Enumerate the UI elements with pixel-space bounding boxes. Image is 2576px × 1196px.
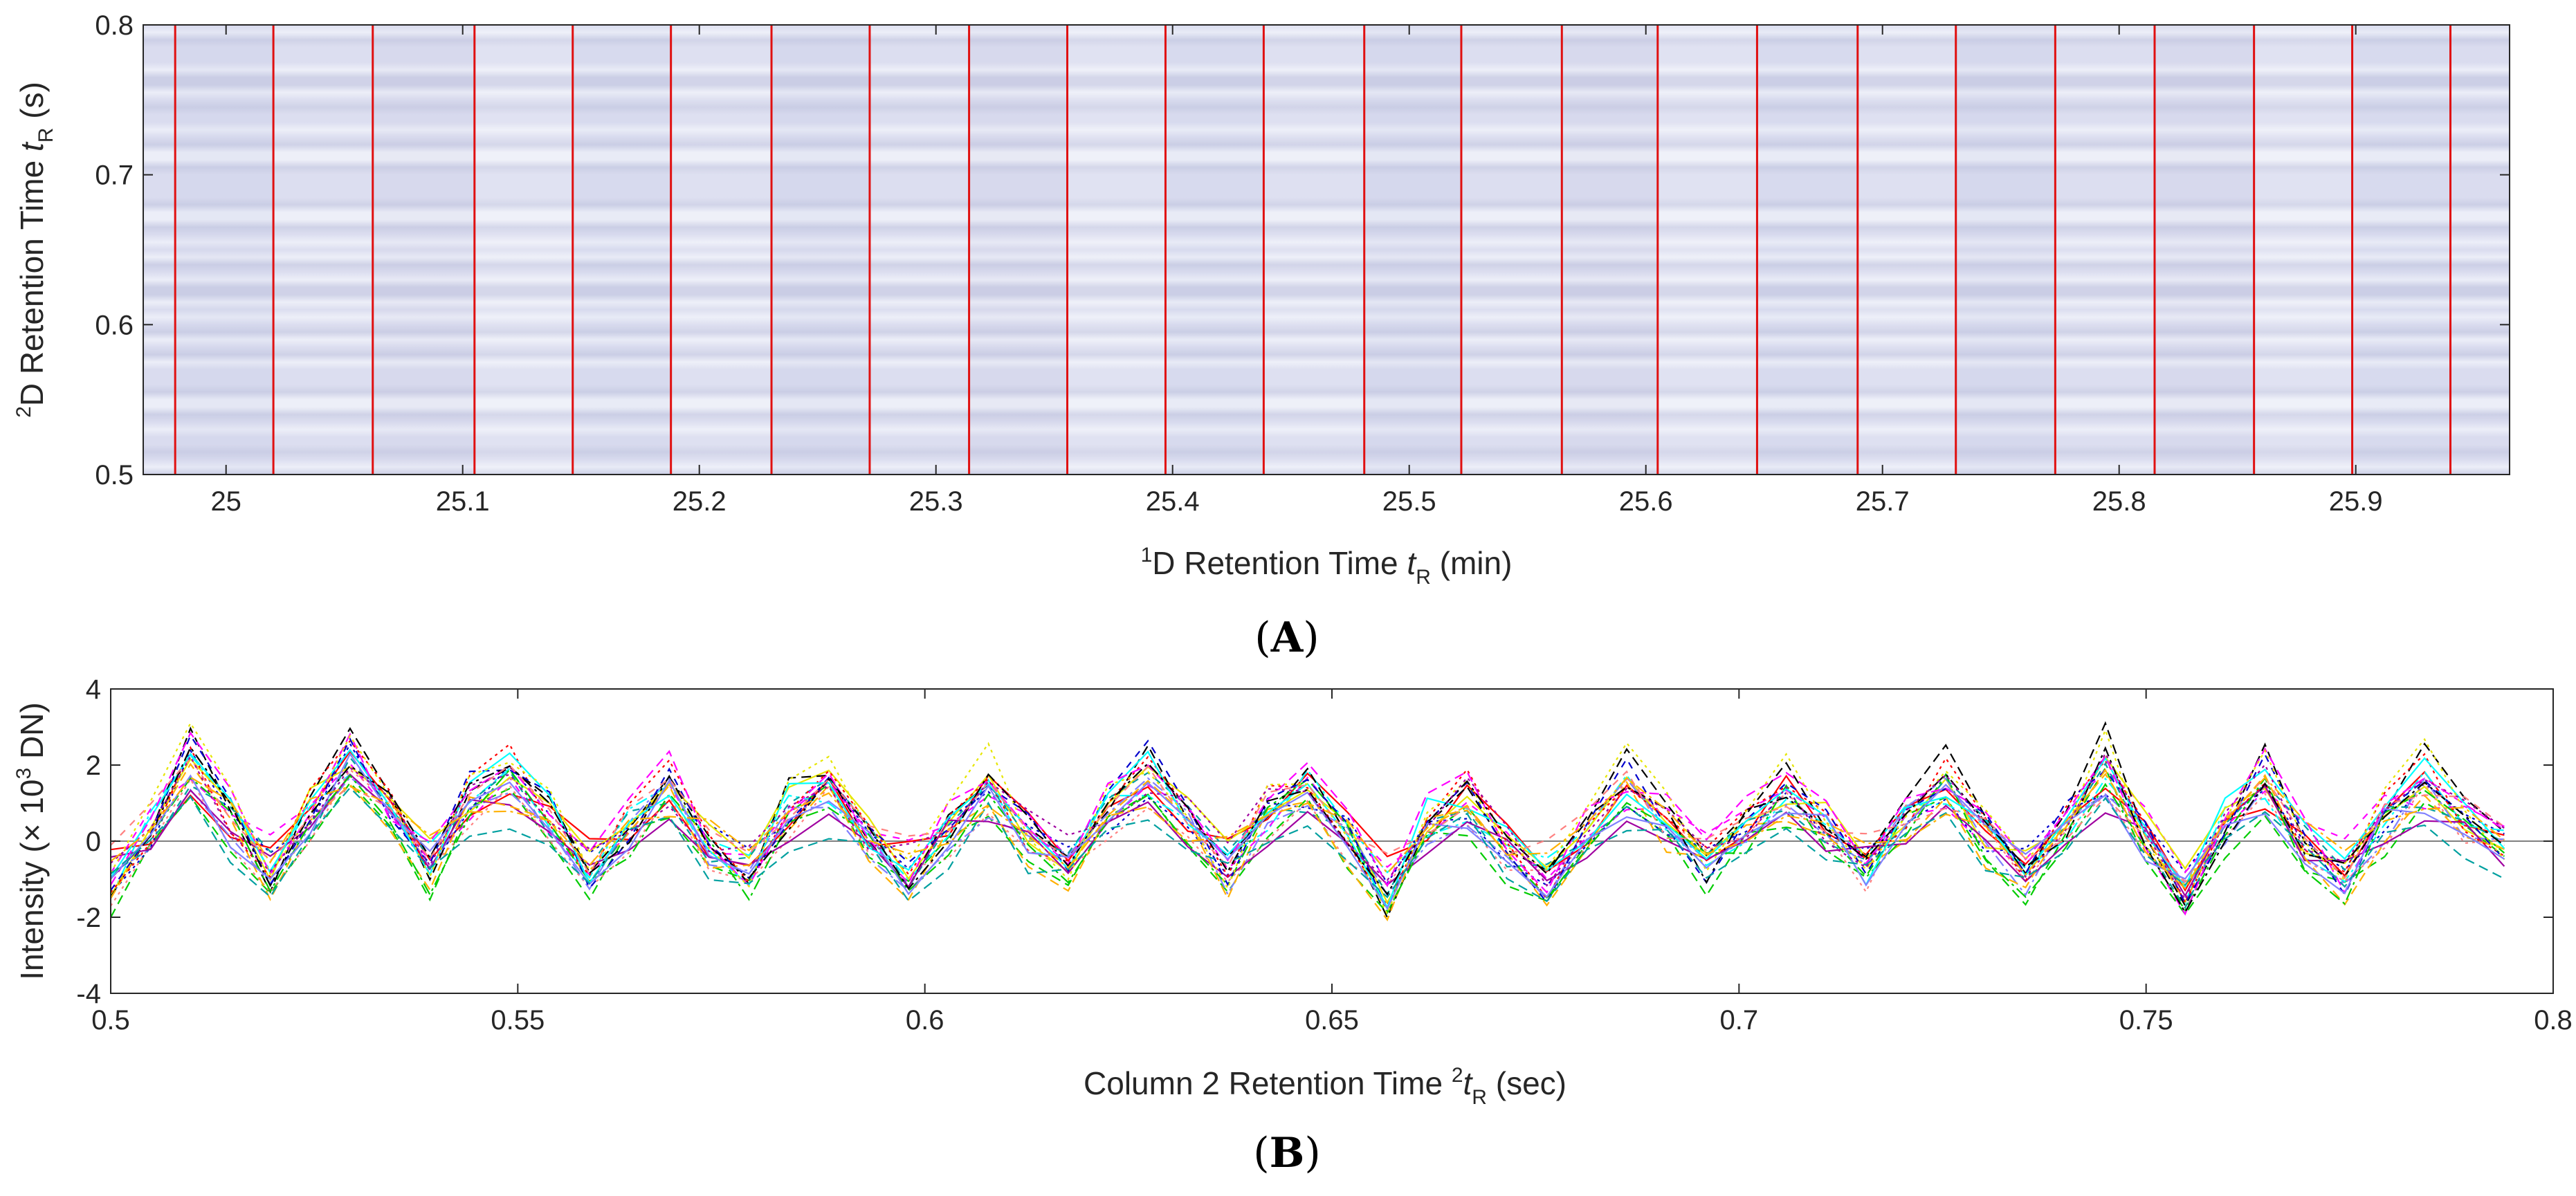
heatmap-column — [670, 25, 772, 475]
x-tick-label-a: 25.4 — [1146, 486, 1200, 517]
intensity-trace — [111, 766, 2505, 918]
heatmap-column — [1955, 25, 2056, 475]
y-tick-label-a: 0.8 — [95, 10, 134, 41]
intensity-trace — [111, 776, 2505, 901]
x-tick-label-a: 25.3 — [909, 486, 963, 517]
intensity-trace — [111, 752, 2505, 910]
heatmap-column — [175, 25, 274, 475]
y-axis-label-a: 2D Retention Time tR (s) — [12, 82, 57, 418]
x-tick-label-a: 25 — [210, 486, 241, 517]
y-tick-label-b: 4 — [86, 674, 101, 705]
x-tick-label-a: 25.9 — [2329, 486, 2383, 517]
heatmap-column — [1067, 25, 1166, 475]
heatmap-column-shading — [175, 25, 2451, 475]
axes-box-a — [143, 24, 2510, 475]
panel-b: 0.5 0.55 0.6 0.65 0.7 0.75 0.8 -4 -2 0 2 4 Column … — [12, 674, 2573, 1177]
panel-a: 25 25.1 25.2 25.3 25.4 25.5 25.6 25.7 25.8 25.9 0… — [12, 10, 2510, 662]
intensity-trace — [111, 786, 2505, 903]
heatmap-column — [273, 25, 373, 475]
heatmap-area — [143, 25, 2510, 475]
heatmap-column — [2254, 25, 2353, 475]
intensity-trace — [111, 773, 2505, 898]
heatmap-column — [2055, 25, 2155, 475]
panel-label-a: (A) — [1254, 614, 1319, 662]
modulation-cut-lines — [174, 25, 2451, 475]
x-tick-label-a: 25.6 — [1619, 486, 1673, 517]
heatmap-column — [372, 25, 475, 475]
intensity-trace — [111, 721, 2505, 916]
x-tick-label-a: 25.5 — [1382, 486, 1436, 517]
intensity-trace — [111, 768, 2505, 890]
x-tick-label-b: 0.5 — [91, 1005, 130, 1036]
y-tick-label-b: 0 — [86, 827, 101, 857]
y-tick-label-a: 0.5 — [95, 460, 134, 490]
heatmap-column — [969, 25, 1068, 475]
x-tick-label-a: 25.7 — [1856, 486, 1910, 517]
x-tick-label-a: 25.1 — [436, 486, 490, 517]
x-tick-label-b: 0.7 — [1720, 1005, 1759, 1036]
x-tick-label-a: 25.2 — [673, 486, 727, 517]
heatmap-column — [1657, 25, 1757, 475]
heatmap-column — [869, 25, 969, 475]
heatmap-column — [572, 25, 671, 475]
x-tick-label-b: 0.55 — [491, 1005, 545, 1036]
x-tick-label-a: 25.8 — [2092, 486, 2146, 517]
x-tick-label-b: 0.8 — [2534, 1005, 2573, 1036]
intensity-trace — [111, 756, 2505, 910]
x-tick-label-b: 0.65 — [1305, 1005, 1359, 1036]
heatmap-column — [771, 25, 870, 475]
x-axis-label-a: 1D Retention Time tR (min) — [1141, 544, 1513, 589]
intensity-trace — [111, 750, 2505, 892]
intensity-trace — [111, 721, 2505, 919]
heatmap-column — [1461, 25, 1562, 475]
heatmap-column — [2155, 25, 2254, 475]
x-tick-label-b: 0.6 — [906, 1005, 944, 1036]
y-tick-label-b: 2 — [86, 751, 101, 781]
y-tick-label-a: 0.6 — [95, 310, 134, 340]
heatmap-column — [474, 25, 573, 475]
heatmap-column — [1364, 25, 1461, 475]
intensity-trace — [111, 739, 2505, 908]
heatmap-column — [1263, 25, 1364, 475]
x-axis-label-b: Column 2 Retention Time 2tR (sec) — [1084, 1064, 1566, 1109]
heatmap-column — [1165, 25, 1264, 475]
intensity-trace — [111, 753, 2505, 905]
y-tick-label-a: 0.7 — [95, 160, 134, 191]
y-ticks-a: 0.5 0.6 0.7 0.8 — [95, 10, 2510, 490]
intensity-trace — [111, 769, 2505, 907]
intensity-traces — [111, 721, 2505, 921]
y-tick-label-b: -4 — [76, 979, 101, 1009]
heatmap-column — [1757, 25, 1858, 475]
y-tick-label-b: -2 — [76, 903, 101, 933]
x-tick-label-b: 0.75 — [2119, 1005, 2173, 1036]
heatmap-column — [2352, 25, 2451, 475]
panel-label-b: (B) — [1253, 1129, 1321, 1177]
intensity-trace — [111, 762, 2505, 921]
heatmap-column — [1562, 25, 1658, 475]
x-ticks-b: 0.5 0.55 0.6 0.65 0.7 0.75 0.8 — [91, 689, 2573, 1036]
intensity-trace — [111, 746, 2505, 914]
heatmap-column — [1857, 25, 1956, 475]
y-axis-label-b: Intensity (× 103 DN) — [12, 702, 50, 979]
y-ticks-b: -4 -2 0 2 4 — [76, 674, 2553, 1009]
x-ticks-a: 25 25.1 25.2 25.3 25.4 25.5 25.6 25.7 25.8 25.9 — [210, 25, 2383, 517]
